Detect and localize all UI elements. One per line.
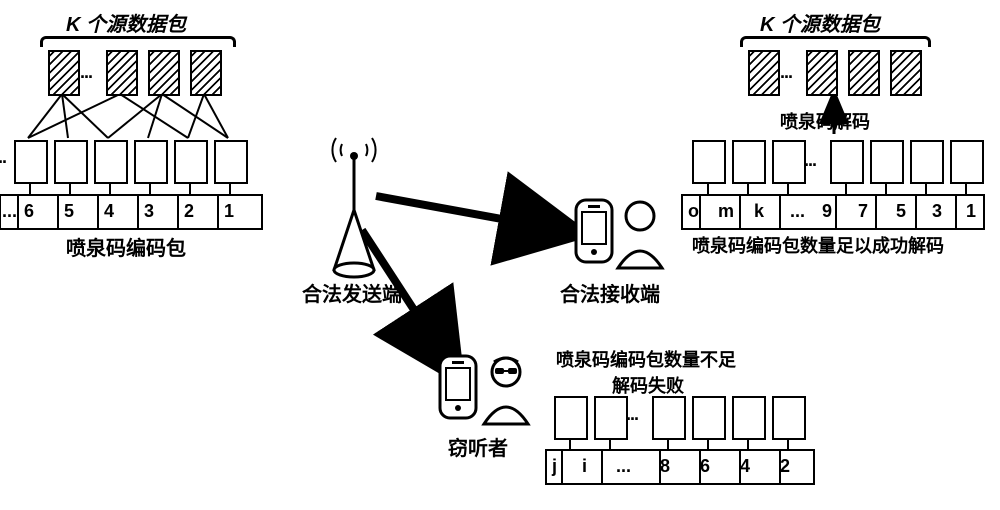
sender-icon (332, 138, 375, 277)
tape-cell: 1 (224, 201, 234, 222)
left-caption: 喷泉码编码包 (66, 232, 186, 261)
tape-cell: 4 (740, 456, 750, 477)
eavesdropper-icon (440, 356, 528, 424)
encoded-packet (692, 396, 726, 440)
tape-cell: ... (2, 201, 17, 222)
right-brace (740, 36, 931, 47)
receiver-icon (576, 200, 662, 268)
right-open-dots: ... (804, 150, 816, 171)
tape-cell: 5 (64, 201, 74, 222)
right-hatched-dots: ... (780, 62, 792, 83)
encoded-packet (772, 396, 806, 440)
encoded-packet (174, 140, 208, 184)
encoded-packet (910, 140, 944, 184)
tape-cell: 6 (24, 201, 34, 222)
source-packet (190, 50, 222, 96)
tape-cell: o (688, 201, 699, 222)
tape-cell: 2 (184, 201, 194, 222)
sender-label: 合法发送端 (302, 278, 402, 307)
left-brace (40, 36, 236, 47)
encoded-packet (94, 140, 128, 184)
tape-cell: k (754, 201, 764, 222)
encoded-packet (14, 140, 48, 184)
encoded-packet (214, 140, 248, 184)
tape-cell: 3 (932, 201, 942, 222)
right-caption: 喷泉码编码包数量足以成功解码 (692, 232, 944, 258)
tape-cell: 9 (822, 201, 832, 222)
source-packet (106, 50, 138, 96)
eaves-msg1: 喷泉码编码包数量不足 (556, 346, 736, 372)
tape-cell: ... (790, 201, 805, 222)
receiver-label: 合法接收端 (560, 278, 660, 307)
encoded-packet (732, 140, 766, 184)
tape-cell: j (552, 456, 557, 477)
encoded-packet (134, 140, 168, 184)
tape-cell: m (718, 201, 734, 222)
tape-cell: i (582, 456, 587, 477)
source-packet (848, 50, 880, 96)
tape-cell: 5 (896, 201, 906, 222)
tape-cell: 4 (104, 201, 114, 222)
encoded-packet (692, 140, 726, 184)
right-title: K 个源数据包 (760, 8, 880, 37)
source-packet (748, 50, 780, 96)
right-decode-label: 喷泉码解码 (780, 108, 870, 134)
encoded-packet (732, 396, 766, 440)
encoded-packet (830, 140, 864, 184)
left-open-dots: .. (0, 147, 6, 168)
eaves-label: 窃听者 (448, 432, 508, 461)
encoded-packet (54, 140, 88, 184)
tape-cell: 3 (144, 201, 154, 222)
tape-cell: 2 (780, 456, 790, 477)
left-title: K 个源数据包 (66, 8, 186, 37)
tape-cell: 1 (966, 201, 976, 222)
source-packet (48, 50, 80, 96)
source-packet (890, 50, 922, 96)
tape-cell: 7 (858, 201, 868, 222)
encoded-packet (652, 396, 686, 440)
tape-cell: ... (616, 456, 631, 477)
eaves-msg2: 解码失败 (612, 372, 684, 398)
encoded-packet (950, 140, 984, 184)
source-packet (148, 50, 180, 96)
encoded-packet (772, 140, 806, 184)
eaves-open-dots: ... (626, 404, 638, 425)
tape-cell: 6 (700, 456, 710, 477)
encoded-packet (870, 140, 904, 184)
source-packet (806, 50, 838, 96)
left-hatched-dots: ... (80, 62, 92, 83)
encoded-packet (594, 396, 628, 440)
encoded-packet (554, 396, 588, 440)
tape-cell: 8 (660, 456, 670, 477)
